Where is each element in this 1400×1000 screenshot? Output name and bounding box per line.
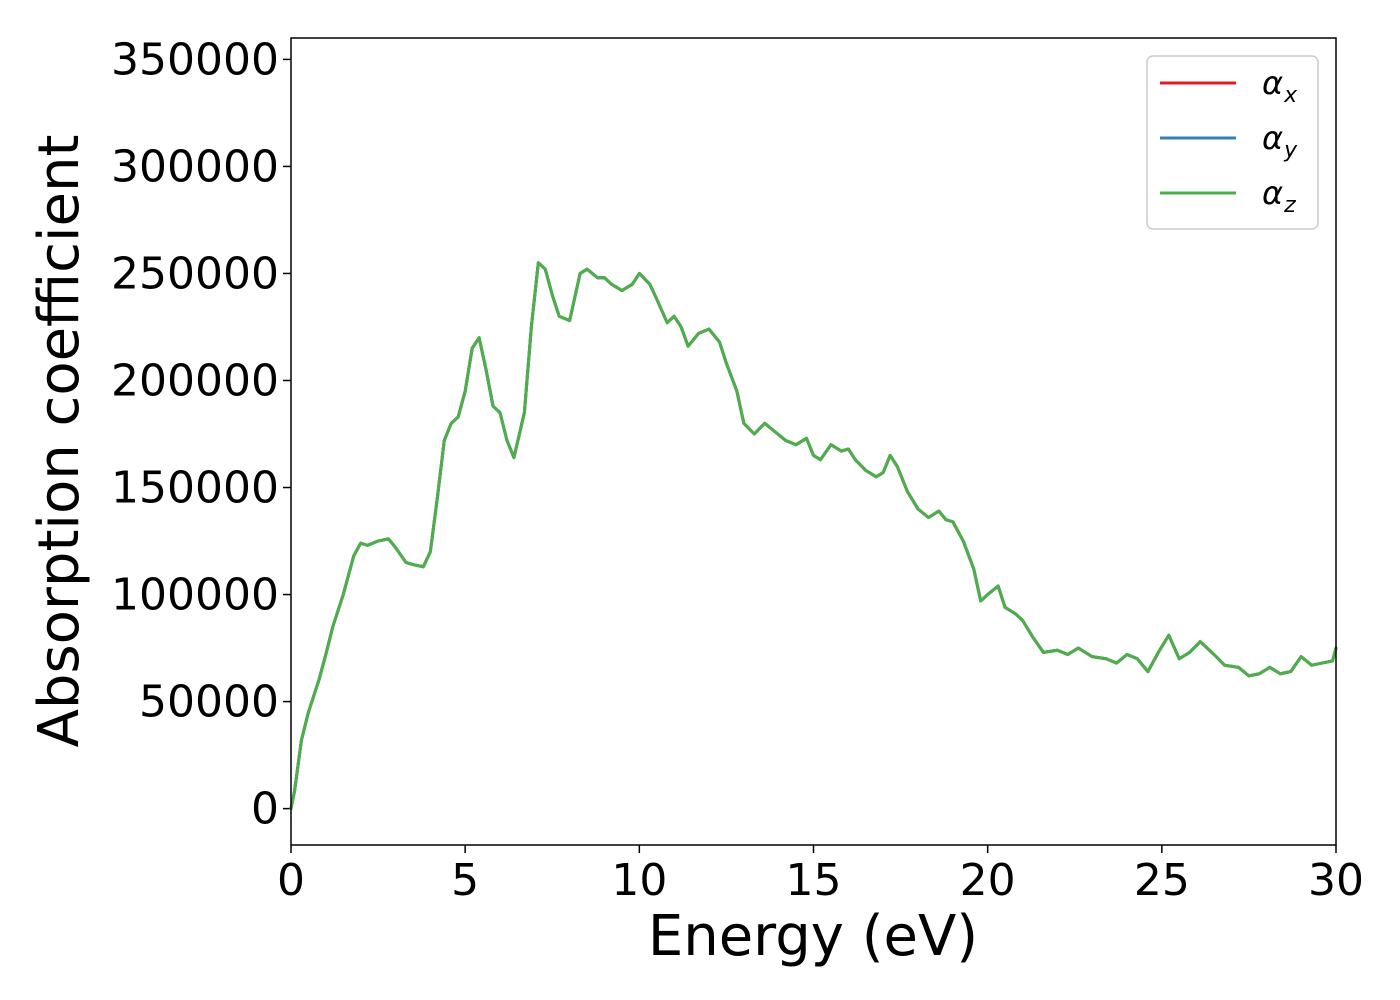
legend-label: αy: [1262, 119, 1298, 163]
x-tick-label: 15: [786, 855, 842, 906]
y-tick-label: 150000: [111, 463, 279, 514]
x-axis-label: Energy (eV): [648, 904, 978, 969]
series-line-y: [289, 261, 1338, 811]
legend-entry-y: αy: [1160, 119, 1298, 163]
series-line-x: [289, 261, 1338, 811]
legend-label: αz: [1262, 174, 1296, 218]
legend-subscript: x: [1283, 83, 1298, 108]
legend-label: αx: [1262, 64, 1298, 108]
x-tick-label: 25: [1134, 855, 1190, 906]
y-tick-label: 50000: [139, 677, 279, 728]
legend-subscript: y: [1283, 138, 1298, 163]
series-line-z: [289, 261, 1338, 811]
y-tick-label: 350000: [111, 34, 279, 85]
x-axis-ticks: 0 5 10 15 20 25 30: [277, 845, 1364, 906]
y-tick-label: 250000: [111, 248, 279, 299]
legend-box: [1146, 55, 1319, 230]
series-lines: [289, 261, 1338, 811]
legend-symbol: α: [1262, 64, 1283, 102]
legend-subscript: z: [1283, 193, 1296, 218]
y-tick-label: 300000: [111, 141, 279, 192]
legend-entry-z: αz: [1160, 174, 1296, 218]
x-tick-label: 30: [1308, 855, 1364, 906]
x-tick-label: 10: [611, 855, 667, 906]
y-tick-label: 100000: [111, 570, 279, 621]
y-tick-label: 200000: [111, 355, 279, 406]
plot-frame: [290, 37, 1337, 846]
legend-entry-x: αx: [1160, 64, 1298, 108]
y-tick-label: 0: [251, 784, 279, 835]
y-axis-label: Absorption coefficient: [27, 135, 92, 748]
x-tick-label: 20: [960, 855, 1016, 906]
legend-symbol: α: [1262, 174, 1283, 212]
legend-symbol: α: [1262, 119, 1283, 157]
x-tick-label: 0: [277, 855, 305, 906]
y-axis-ticks: 0 50000 100000 150000 200000 250000 300000 3500…: [111, 34, 291, 835]
x-tick-label: 5: [451, 855, 479, 906]
